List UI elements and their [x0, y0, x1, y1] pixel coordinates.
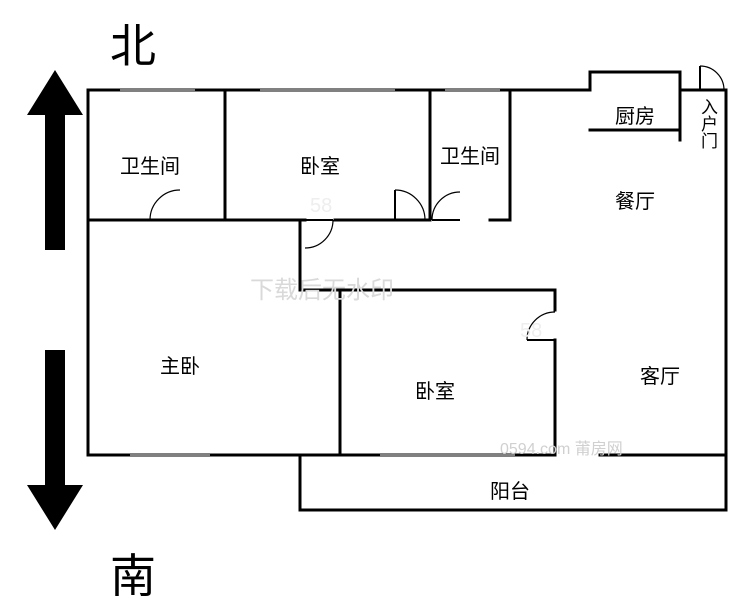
room-label-bed_s: 卧室 [415, 375, 455, 404]
room-label-master: 主卧 [160, 350, 200, 379]
room-label-balcony: 阳台 [490, 475, 530, 504]
room-label-bed_n: 卧室 [300, 150, 340, 179]
room-label-kitchen: 厨房 [615, 100, 655, 129]
room-label-entry: 入户门 [695, 98, 720, 149]
room-label-living: 客厅 [640, 360, 680, 389]
floor-plan-svg [0, 0, 743, 600]
room-label-bath1: 卫生间 [120, 150, 180, 179]
room-label-bath2: 卫生间 [440, 140, 500, 169]
room-label-dining: 餐厅 [615, 185, 655, 214]
